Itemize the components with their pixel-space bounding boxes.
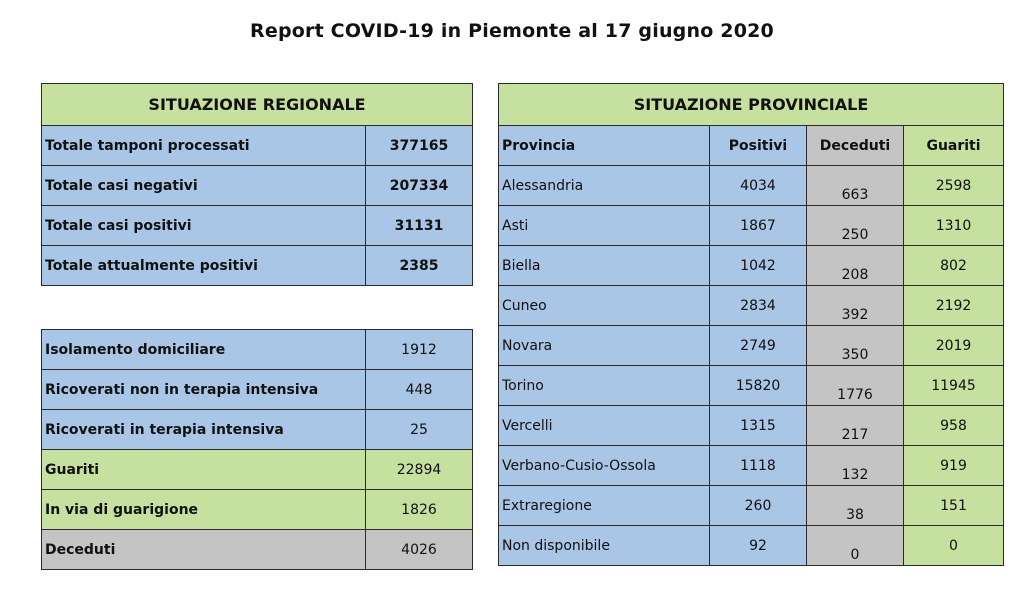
row-label: Ricoverati in terapia intensiva [41,409,366,450]
table-row: Totale tamponi processati 377165 [41,125,473,166]
cell-positivi: 1118 [709,445,807,486]
row-label: Guariti [41,449,366,490]
table-row: Deceduti 4026 [41,529,473,570]
cell-provincia: Cuneo [498,285,710,326]
cell-guariti: 802 [902,245,1005,286]
cell-positivi: 1315 [709,405,807,446]
cell-positivi: 260 [709,485,807,526]
table-row: In via di guarigione 1826 [41,489,473,530]
col-header-positivi: Positivi [709,125,807,166]
row-label: Isolamento domiciliare [41,329,366,370]
table-row: Biella 1042 208 802 [498,245,1005,286]
table-row: Totale casi negativi 207334 [41,165,473,206]
col-header-guariti: Guariti [902,125,1005,166]
regional-details-table: Isolamento domiciliare 1912 Ricoverati n… [41,329,473,570]
table-row: Isolamento domiciliare 1912 [41,329,473,370]
cell-deceduti: 217 [806,405,904,446]
cell-guariti: 0 [902,525,1005,566]
table-row: Novara 2749 350 2019 [498,325,1005,366]
cell-provincia: Alessandria [498,165,710,206]
table-row: Torino 15820 1776 11945 [498,365,1005,406]
cell-guariti: 151 [902,485,1005,526]
cell-guariti: 2192 [902,285,1005,326]
table-row: Vercelli 1315 217 958 [498,405,1005,446]
cell-deceduti: 663 [806,165,904,206]
cell-deceduti: 350 [806,325,904,366]
col-header-deceduti: Deceduti [806,125,904,166]
cell-guariti: 11945 [902,365,1005,406]
row-value: 377165 [365,125,473,166]
row-label: In via di guarigione [41,489,366,530]
row-value: 207334 [365,165,473,206]
cell-guariti: 2598 [902,165,1005,206]
cell-positivi: 2834 [709,285,807,326]
row-label: Ricoverati non in terapia intensiva [41,369,366,410]
cell-provincia: Novara [498,325,710,366]
regional-summary-table: SITUAZIONE REGIONALE Totale tamponi proc… [41,83,473,286]
table-row: Cuneo 2834 392 2192 [498,285,1005,326]
row-label: Totale attualmente positivi [41,245,366,286]
row-label: Totale casi negativi [41,165,366,206]
table-row: Extraregione 260 38 151 [498,485,1005,526]
cell-provincia: Verbano-Cusio-Ossola [498,445,710,486]
regional-header: SITUAZIONE REGIONALE [41,83,473,126]
col-header-provincia: Provincia [498,125,710,166]
cell-provincia: Torino [498,365,710,406]
row-label: Totale tamponi processati [41,125,366,166]
table-header-row: SITUAZIONE PROVINCIALE [497,83,1005,126]
row-value: 448 [365,369,473,410]
cell-deceduti: 0 [806,525,904,566]
row-value: 4026 [365,529,473,570]
cell-provincia: Vercelli [498,405,710,446]
row-value: 22894 [365,449,473,490]
cell-guariti: 2019 [902,325,1005,366]
table-row: Totale attualmente positivi 2385 [41,245,473,286]
cell-guariti: 1310 [902,205,1005,246]
column-header-row: Provincia Positivi Deceduti Guariti [498,125,1005,166]
row-label: Deceduti [41,529,366,570]
table-header-row: SITUAZIONE REGIONALE [41,83,473,126]
provincial-header: SITUAZIONE PROVINCIALE [497,83,1005,126]
row-value: 25 [365,409,473,450]
cell-positivi: 4034 [709,165,807,206]
cell-deceduti: 1776 [806,365,904,406]
row-value: 31131 [365,205,473,246]
report-title: Report COVID-19 in Piemonte al 17 giugno… [250,20,774,42]
row-value: 1826 [365,489,473,530]
row-value: 2385 [365,245,473,286]
table-row: Ricoverati in terapia intensiva 25 [41,409,473,450]
table-row: Asti 1867 250 1310 [498,205,1005,246]
cell-positivi: 1867 [709,205,807,246]
cell-provincia: Biella [498,245,710,286]
table-row: Alessandria 4034 663 2598 [498,165,1005,206]
cell-deceduti: 38 [806,485,904,526]
row-value: 1912 [365,329,473,370]
cell-provincia: Extraregione [498,485,710,526]
cell-deceduti: 132 [806,445,904,486]
cell-deceduti: 250 [806,205,904,246]
provincial-table: SITUAZIONE PROVINCIALE Provincia Positiv… [497,83,1005,566]
cell-positivi: 92 [709,525,807,566]
table-row: Verbano-Cusio-Ossola 1118 132 919 [498,445,1005,486]
cell-positivi: 2749 [709,325,807,366]
cell-deceduti: 208 [806,245,904,286]
cell-positivi: 1042 [709,245,807,286]
cell-provincia: Non disponibile [498,525,710,566]
cell-deceduti: 392 [806,285,904,326]
row-label: Totale casi positivi [41,205,366,246]
cell-provincia: Asti [498,205,710,246]
table-row: Totale casi positivi 31131 [41,205,473,246]
cell-guariti: 919 [902,445,1005,486]
table-row: Guariti 22894 [41,449,473,490]
cell-guariti: 958 [902,405,1005,446]
cell-positivi: 15820 [709,365,807,406]
table-row: Non disponibile 92 0 0 [498,525,1005,566]
table-row: Ricoverati non in terapia intensiva 448 [41,369,473,410]
